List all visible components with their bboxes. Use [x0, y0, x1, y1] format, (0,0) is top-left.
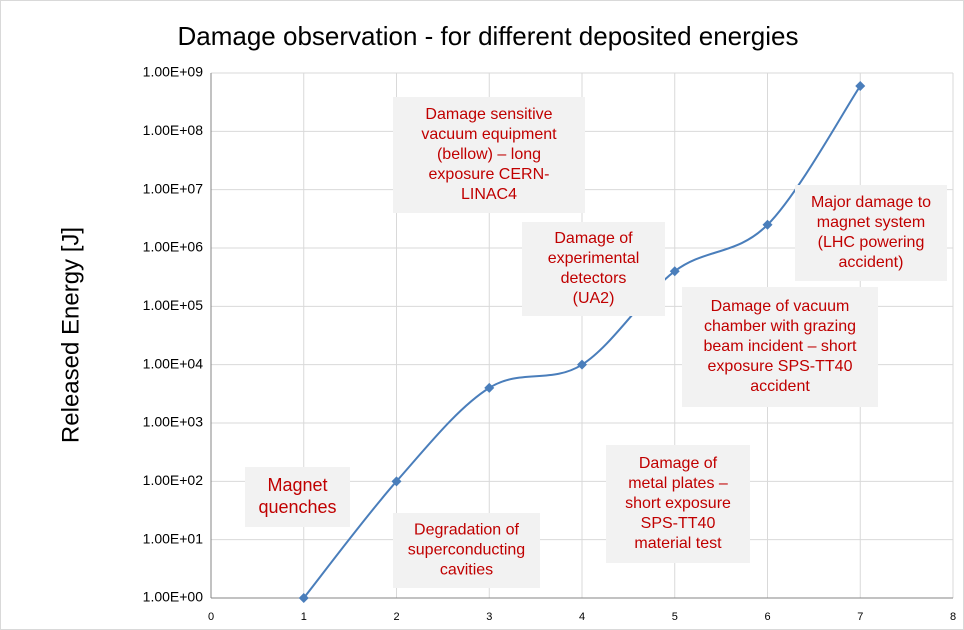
- annotation-box: [682, 287, 878, 407]
- y-tick-label: 1.00E+05: [143, 297, 204, 313]
- annotation-text: quenches: [258, 497, 336, 517]
- point-marker: [855, 80, 866, 91]
- annotation-text: experimental: [548, 250, 640, 267]
- annotation-text: superconducting: [408, 542, 525, 559]
- annotation-box: [393, 97, 585, 213]
- annotation-text: metal plates –: [628, 475, 728, 492]
- point-marker: [762, 219, 773, 230]
- x-tick-label: 3: [486, 611, 492, 623]
- x-tick-label: 6: [764, 611, 770, 623]
- annotation-text: exposure CERN-: [429, 166, 550, 183]
- annotation-text: Damage of: [554, 230, 633, 247]
- x-tick-label: 1: [301, 611, 307, 623]
- annotation-text: magnet system: [817, 214, 925, 231]
- point-marker: [391, 476, 402, 487]
- annotation-text: (bellow) – long: [437, 146, 541, 163]
- annotation-box: [522, 222, 665, 316]
- x-tick-label: 5: [672, 611, 678, 623]
- point-marker: [298, 593, 309, 603]
- annotation-text: chamber with grazing: [704, 318, 856, 335]
- annotation-text: (UA2): [573, 290, 615, 307]
- annotation-text: LINAC4: [461, 186, 517, 203]
- annotation-text: material test: [634, 535, 722, 552]
- annotation-text: Damage of: [639, 455, 718, 472]
- annotation-box: [606, 445, 750, 563]
- annotation-text: exposure SPS-TT40: [708, 358, 853, 375]
- y-tick-label: 1.00E+04: [143, 355, 204, 371]
- annotation-text: Magnet: [267, 475, 327, 495]
- x-tick-label: 2: [393, 611, 399, 623]
- annotation-text: Major damage to: [811, 194, 931, 211]
- annotation-text: beam incident – short: [704, 338, 858, 355]
- annotation-text: accident: [750, 378, 810, 395]
- x-tick-label: 7: [857, 611, 863, 623]
- point-marker: [669, 266, 680, 277]
- point-marker: [577, 359, 587, 370]
- point-marker: [484, 382, 495, 393]
- annotation-text: Damage of vacuum: [711, 298, 850, 315]
- annotation-text: accident): [839, 254, 904, 271]
- y-axis-label: Released Energy [J]: [57, 227, 84, 443]
- x-tick-label: 8: [950, 611, 956, 623]
- y-tick-label: 1.00E+02: [143, 472, 204, 488]
- y-tick-label: 1.00E+07: [143, 180, 204, 196]
- annotation-text: SPS-TT40: [641, 515, 716, 532]
- x-tick-label: 0: [208, 611, 214, 623]
- y-tick-label: 1.00E+03: [143, 414, 204, 430]
- annotation-text: detectors: [561, 270, 627, 287]
- x-tick-label: 4: [579, 611, 585, 623]
- annotation-text: Damage sensitive: [425, 106, 552, 123]
- annotation-text: cavities: [440, 562, 493, 579]
- y-tick-label: 1.00E+08: [143, 122, 204, 138]
- y-tick-label: 1.00E+06: [143, 239, 204, 255]
- annotation-text: (LHC powering: [818, 234, 925, 251]
- chart-title: Damage observation - for different depos…: [177, 21, 798, 51]
- annotation-box: [245, 467, 350, 527]
- annotation-text: Degradation of: [414, 522, 520, 539]
- y-tick-label: 1.00E+09: [143, 64, 204, 80]
- annotation-text: short exposure: [625, 495, 731, 512]
- annotation-text: vacuum equipment: [421, 126, 557, 143]
- annotation-box: [795, 185, 947, 281]
- y-tick-label: 1.00E+01: [143, 530, 204, 546]
- annotation-box: [393, 513, 540, 588]
- y-tick-label: 1.00E+00: [143, 589, 204, 605]
